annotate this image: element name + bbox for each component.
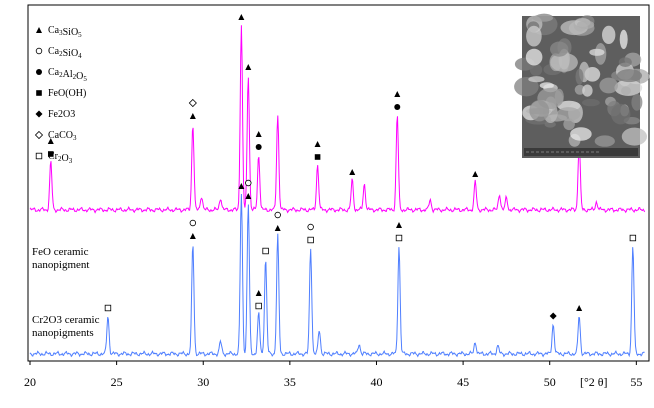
- phase-marker-circle: [394, 104, 401, 110]
- phase-marker-tri: [576, 305, 583, 311]
- subscript: 2: [58, 155, 62, 163]
- cr2o3-nanopigment-pattern: [29, 193, 645, 358]
- text-run: O: [76, 71, 83, 82]
- phase-marker-circle: [36, 69, 42, 75]
- phase-marker-tri: [349, 169, 356, 175]
- text-run: Cr: [48, 151, 59, 162]
- text-run: Al: [63, 69, 73, 80]
- phase-marker-circle-o: [35, 47, 43, 55]
- text-run: CaCO: [48, 130, 73, 141]
- phase-marker-diamond: [549, 312, 557, 320]
- phase-marker-square-o: [262, 247, 269, 255]
- text-run: Ca: [48, 46, 60, 57]
- series-label: nanopigments: [32, 327, 94, 339]
- phase-marker-tri: [274, 225, 281, 231]
- phase-marker-square: [314, 154, 321, 160]
- phase-marker-circle-o: [189, 219, 197, 227]
- x-tick-label: 30: [197, 375, 209, 389]
- phase-marker-square: [47, 151, 54, 157]
- legend-label: Fe2O3: [48, 109, 75, 120]
- text-run: SiO: [63, 27, 79, 38]
- phase-marker-tri: [394, 91, 401, 97]
- phase-marker-square-o: [629, 234, 637, 242]
- phase-marker-square-o: [104, 304, 112, 312]
- x-tick-label: 25: [111, 375, 123, 389]
- legend-label: FeO(OH): [48, 88, 86, 99]
- phase-marker-diamond: [35, 110, 43, 118]
- series-label: nanopigment: [32, 259, 89, 271]
- x-tick-label: 55: [630, 375, 642, 389]
- x-tick-label: 35: [284, 375, 296, 389]
- text-run: Ca: [48, 25, 60, 36]
- phase-marker-tri: [47, 138, 54, 144]
- phase-marker-tri: [255, 290, 262, 296]
- subscript: 4: [78, 52, 82, 60]
- phase-marker-tri: [238, 183, 245, 189]
- series-label: FeO ceramic: [32, 246, 89, 258]
- phase-marker-square-o: [255, 302, 262, 310]
- phase-marker-square-o: [395, 234, 403, 242]
- legend-label: CaCO3: [48, 130, 77, 142]
- phase-marker-circle-o: [307, 223, 314, 231]
- phase-marker-tri: [36, 27, 42, 33]
- subscript: 2: [73, 73, 77, 81]
- subscript: 5: [78, 31, 82, 39]
- x-tick-label: 20: [24, 375, 36, 389]
- text-run: Fe2O3: [48, 109, 75, 120]
- subscript: 5: [83, 75, 87, 83]
- x-tick-label: 40: [370, 375, 382, 389]
- x-tick-label: 45: [457, 375, 469, 389]
- legend-label: Cr2O3: [48, 151, 73, 165]
- phase-marker-circle-o: [274, 211, 281, 219]
- phase-marker-square-o: [307, 236, 314, 244]
- phase-marker-tri: [189, 233, 196, 239]
- x-axis-label: [°2 θ]: [580, 375, 608, 389]
- phase-marker-tri: [396, 222, 402, 228]
- subscript: 3: [59, 29, 63, 37]
- subscript: 2: [59, 50, 63, 58]
- sem-micrograph-inset: [514, 13, 650, 158]
- phase-marker-tri: [189, 113, 196, 119]
- phase-marker-diamond-o: [34, 130, 44, 140]
- phase-marker-tri: [245, 64, 252, 70]
- phase-marker-tri: [472, 171, 479, 177]
- phase-marker-circle-o: [245, 179, 252, 187]
- text-run: FeO(OH): [48, 88, 86, 99]
- phase-marker-diamond-o: [188, 98, 197, 108]
- text-run: SiO: [63, 48, 79, 59]
- feo-nanopigment-pattern: [29, 25, 646, 214]
- phase-marker-square-o: [35, 152, 43, 160]
- phase-marker-tri: [255, 131, 262, 137]
- text-run: O: [62, 153, 69, 164]
- phase-marker-tri: [238, 14, 245, 20]
- legend-label: Ca2Al2O5: [48, 67, 87, 83]
- subscript: 3: [69, 157, 73, 165]
- phase-marker-tri: [314, 141, 321, 147]
- subscript: 3: [73, 134, 77, 142]
- phase-marker-tri: [245, 193, 252, 199]
- legend-label: Ca2SiO4: [48, 46, 82, 60]
- subscript: 2: [59, 71, 63, 79]
- phase-marker-square: [36, 90, 42, 96]
- x-tick-label: 50: [544, 375, 556, 389]
- phase-marker-circle: [255, 144, 262, 150]
- series-label: Cr2O3 ceramic: [32, 314, 100, 326]
- text-run: Ca: [48, 67, 60, 78]
- legend-label: Ca3SiO5: [48, 25, 82, 39]
